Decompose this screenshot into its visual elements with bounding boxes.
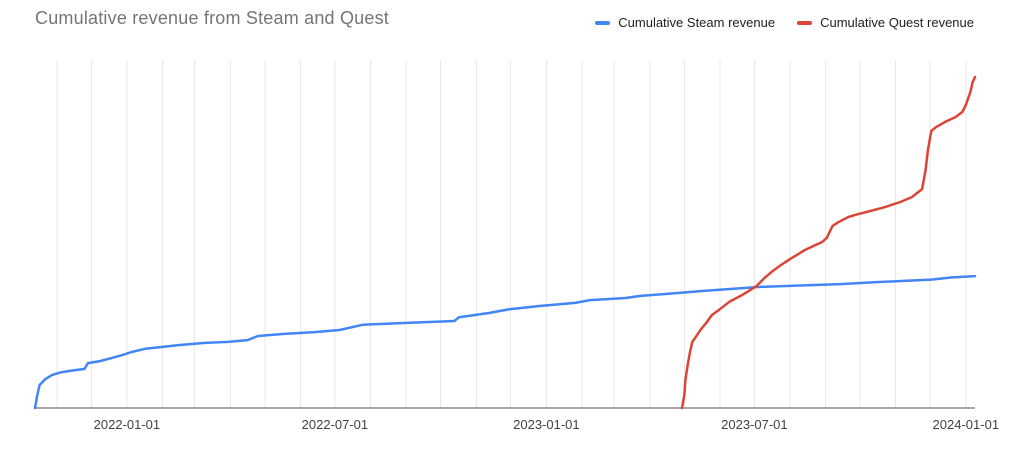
chart-title: Cumulative revenue from Steam and Quest: [35, 8, 389, 28]
x-axis-label: 2024-01-01: [932, 417, 1000, 432]
quest-revenue-line: [680, 75, 977, 410]
x-axis-label: 2022-01-01: [93, 417, 161, 432]
steam-series-swatch-icon: [595, 20, 611, 25]
x-axis-label: 2022-07-01: [301, 417, 369, 432]
x-axis-label: 2023-01-01: [513, 417, 580, 432]
legend-item-steam: Cumulative Steam revenue: [595, 15, 775, 30]
steam-series-label: Cumulative Steam revenue: [618, 15, 776, 30]
legend-item-quest: Cumulative Quest revenue: [797, 15, 974, 30]
quest-series-swatch-icon: [797, 20, 813, 25]
legend: Cumulative Steam revenue Cumulative Ques…: [595, 15, 974, 30]
gridlines: [56, 60, 967, 408]
steam-revenue-line: [33, 274, 977, 410]
x-axis-label: 2023-07-01: [721, 417, 788, 432]
quest-series-label: Cumulative Quest revenue: [820, 15, 974, 30]
